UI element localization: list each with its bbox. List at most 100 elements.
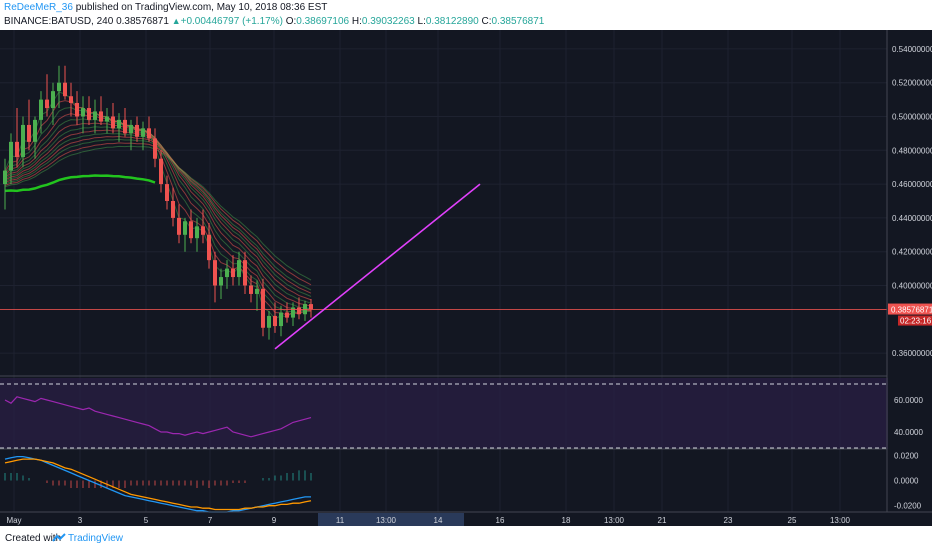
candle-body xyxy=(267,315,271,328)
time-tick-label: 3 xyxy=(78,516,83,525)
ema-ribbon-line xyxy=(4,100,312,316)
candle-body xyxy=(309,304,313,310)
time-tick-label: 5 xyxy=(144,516,149,525)
rsi-tick-label: 40.0000 xyxy=(894,428,923,437)
candle-body xyxy=(147,128,151,139)
signal-line xyxy=(4,458,312,511)
time-tick-label: 11 xyxy=(336,516,345,525)
last-price: 0.38576871 xyxy=(116,16,169,27)
ema-ribbon-line xyxy=(4,132,312,297)
candle-body xyxy=(213,260,217,286)
last-price-tag xyxy=(888,303,932,315)
candle-body xyxy=(27,124,31,142)
candle-body xyxy=(93,111,97,120)
change-arrow-icon: ▲ xyxy=(171,16,181,26)
rsi-line xyxy=(4,396,312,438)
candle-body xyxy=(87,108,91,120)
candle-body xyxy=(75,102,79,117)
chart-area[interactable]: 0.54000000 0.52000000 0.50000000 0.48000000… xyxy=(0,30,932,526)
candles-layer xyxy=(3,65,313,340)
price-tick-label: 0.42000000 xyxy=(892,248,932,257)
candle-body xyxy=(81,108,85,117)
price-tick-label: 0.54000000 xyxy=(892,45,932,54)
indicator-lines xyxy=(0,183,887,513)
candle-body xyxy=(3,170,7,185)
price-tick-label: 0.52000000 xyxy=(892,79,932,88)
time-tick-label: 14 xyxy=(434,516,443,525)
macd-tick-label: -0.0200 xyxy=(894,502,922,511)
close-label: C: xyxy=(481,16,492,27)
candle-body xyxy=(177,217,181,235)
price-tick-label: 0.46000000 xyxy=(892,180,932,189)
rsi-band-fill xyxy=(0,378,888,449)
tradingview-brand[interactable]: TradingView xyxy=(68,533,124,544)
price-tick-label: 0.48000000 xyxy=(892,146,932,155)
candle-body xyxy=(225,268,229,278)
candle-body xyxy=(153,138,157,159)
footer: Created with TradingView xyxy=(0,527,932,550)
author-link[interactable]: ReDeeMeR_36 xyxy=(4,2,73,13)
ohlc-line: BINANCE:BATUSD, 240 0.38576871 ▲+0.00446… xyxy=(4,16,544,27)
candle-body xyxy=(69,96,73,103)
candle-body xyxy=(105,116,109,122)
candle-body xyxy=(141,128,145,137)
candle-body xyxy=(63,82,67,97)
price-tick-label: 0.40000000 xyxy=(892,282,932,291)
candle-body xyxy=(207,234,211,261)
candle-body xyxy=(51,91,55,109)
candle-body xyxy=(237,260,241,278)
price-tick-label: 0.36000000 xyxy=(892,349,932,358)
time-tick-label: 21 xyxy=(658,516,667,525)
candle-body xyxy=(285,312,289,318)
time-tick-label: 13:00 xyxy=(604,516,625,525)
publish-line: ReDeeMeR_36 published on TradingView.com… xyxy=(4,2,327,13)
candle-body xyxy=(279,312,283,327)
macd-tick-label: 0.0200 xyxy=(894,451,919,460)
macd-tick-label: 0.0000 xyxy=(894,477,919,486)
candle-body xyxy=(123,119,127,134)
candle-body xyxy=(171,201,175,218)
candle-body xyxy=(189,221,193,239)
chart-header: ReDeeMeR_36 published on TradingView.com… xyxy=(0,0,932,30)
candle-body xyxy=(249,285,253,294)
chart-svg[interactable]: 0.54000000 0.52000000 0.50000000 0.48000000… xyxy=(0,30,932,526)
change-value: +0.00446797 (+1.17%) xyxy=(180,16,283,27)
ema-ribbon-line xyxy=(4,113,312,312)
candle-body xyxy=(159,158,163,185)
candle-body xyxy=(255,288,259,294)
candle-body xyxy=(243,260,247,286)
ema-ribbon-line xyxy=(4,129,312,301)
high-label: H: xyxy=(351,16,362,27)
candle-body xyxy=(201,226,205,235)
candle-body xyxy=(219,277,223,286)
low-label: L: xyxy=(417,16,426,27)
ema-ribbon-line xyxy=(4,106,312,314)
countdown-label: 02:23:16 xyxy=(900,317,932,326)
rsi-tick-label: 60.0000 xyxy=(894,396,923,405)
long-ema-line xyxy=(4,174,156,193)
candle-body xyxy=(15,141,19,158)
ema-ribbon-line xyxy=(4,135,312,294)
axes-layer: 0.54000000 0.52000000 0.50000000 0.48000000… xyxy=(0,30,932,526)
time-tick-label: 23 xyxy=(724,516,733,525)
candle-body xyxy=(9,141,13,171)
ema-ribbon-line xyxy=(4,126,312,304)
low-value: 0.38122890 xyxy=(425,16,479,27)
countdown-tag xyxy=(898,315,932,326)
time-tick-label: 7 xyxy=(208,516,213,525)
ema-ribbon-line xyxy=(4,142,312,286)
time-tick-label: 18 xyxy=(562,516,571,525)
time-tick-label: 16 xyxy=(496,516,505,525)
candle-body xyxy=(117,119,121,129)
trendline xyxy=(274,183,481,350)
time-range-highlight xyxy=(318,513,464,526)
symbol-label: BINANCE:BATUSD, 240 xyxy=(4,16,114,27)
candle-body xyxy=(39,99,43,120)
time-tick-label: 9 xyxy=(272,516,277,525)
candle-body xyxy=(57,82,61,92)
candle-body xyxy=(165,184,169,201)
created-with-text: Created with xyxy=(5,533,62,544)
ema-ribbon-line xyxy=(4,122,312,307)
tradingview-logo-icon xyxy=(52,533,66,542)
ema-ribbon-line xyxy=(4,138,312,291)
